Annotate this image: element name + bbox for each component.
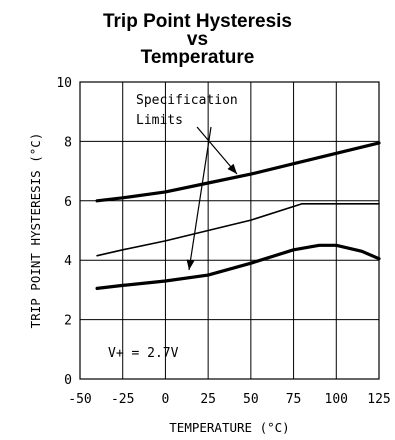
series-line-1	[95, 141, 381, 203]
annotation-arrow-upper	[196, 126, 238, 175]
x-tick-label: 125	[367, 392, 390, 407]
x-tick-label: 25	[200, 392, 216, 407]
annotation-arrowhead-upper	[227, 163, 237, 174]
y-tick-label: 8	[64, 135, 72, 150]
tick-labels: -50 -25 0 25 50 75 100 125 0 2 4 6 8 10	[56, 76, 390, 407]
chart-title-line-2: vs	[186, 29, 209, 50]
x-tick-label: -25	[111, 392, 134, 407]
x-tick-label: 0	[162, 392, 170, 407]
chart-title-line-1: Trip Point Hysteresis	[102, 11, 292, 32]
y-tick-label: 6	[64, 195, 72, 210]
grid	[80, 82, 379, 379]
plot-area-frame	[79, 81, 380, 380]
y-tick-label: 0	[64, 373, 72, 388]
x-axis-label: TEMPERATURE (°C)	[169, 420, 289, 435]
x-tick-label: 75	[286, 392, 302, 407]
chart-title-line-3: Temperature	[140, 47, 255, 68]
y-axis-label: TRIP POINT HYSTERESIS (°C)	[28, 133, 43, 329]
x-tick-label: 50	[243, 392, 259, 407]
y-tick-label: 4	[64, 254, 72, 269]
annotation-arrowhead-lower	[186, 259, 195, 270]
series-line-3	[95, 243, 381, 290]
annotation-arrow-lower	[188, 126, 212, 271]
series-layer	[95, 141, 381, 290]
y-tick-label: 2	[64, 314, 72, 329]
annotation-supply-voltage: V+ = 2.7V	[108, 346, 179, 361]
x-tick-label: 100	[325, 392, 348, 407]
x-tick-label: -50	[68, 392, 91, 407]
series-line-2	[96, 203, 380, 257]
annotation-limits: Limits	[136, 113, 183, 128]
y-tick-label: 10	[56, 76, 72, 91]
annotation-specification: Specification	[136, 93, 238, 108]
